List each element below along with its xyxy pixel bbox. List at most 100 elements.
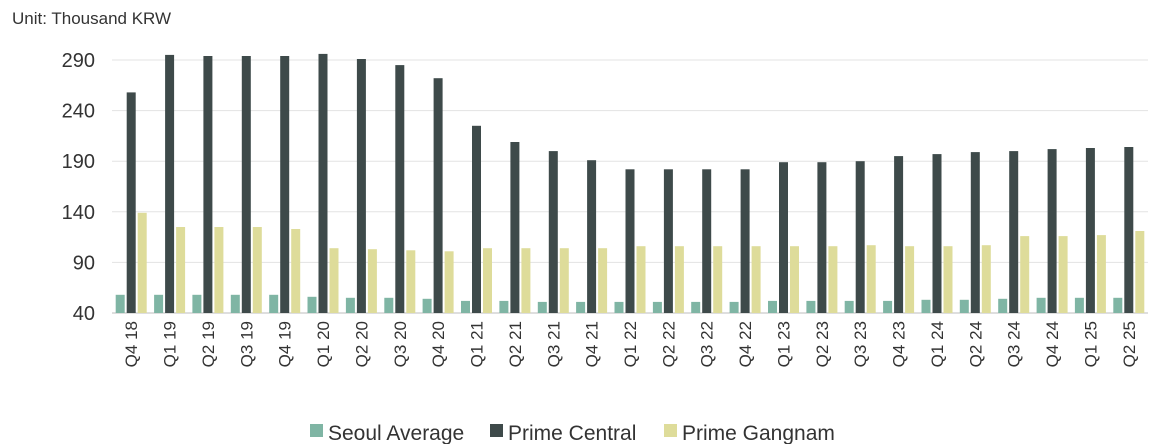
bar-prime-gangnam (444, 251, 454, 313)
bar-seoul-average (384, 297, 394, 313)
x-axis: Q4 18 Q1 19 Q2 19 Q3 19 Q4 19 Q1 20 Q2 20 Q3 20… (122, 321, 1139, 367)
bar-seoul-average (1113, 297, 1123, 313)
x-tick-label: Q3 19 (237, 321, 256, 367)
bar-prime-central (663, 169, 673, 313)
x-tick-label: Q1 21 (468, 321, 487, 367)
bar-prime-central (740, 169, 750, 313)
x-tick-label: Q4 24 (1043, 321, 1062, 367)
bar-prime-central (280, 56, 290, 313)
bar-seoul-average (959, 299, 969, 313)
y-tick-label: 240 (62, 101, 95, 123)
bar-seoul-average (269, 294, 279, 313)
bar-prime-gangnam (559, 248, 569, 313)
bar-prime-central (817, 162, 827, 313)
x-tick-label: Q4 20 (429, 321, 448, 367)
bar-seoul-average (921, 299, 931, 313)
bar-prime-central (625, 169, 635, 313)
x-tick-label: Q4 19 (276, 321, 295, 367)
bar-prime-gangnam (598, 248, 608, 313)
x-tick-label: Q1 19 (161, 321, 180, 367)
bar-prime-gangnam (981, 245, 991, 313)
bar-seoul-average (499, 300, 509, 313)
bar-prime-central (1009, 151, 1019, 313)
bar-prime-central (587, 160, 597, 313)
x-tick-label: Q4 23 (890, 321, 909, 367)
y-tick-label: 290 (62, 50, 95, 72)
bar-seoul-average (998, 298, 1008, 313)
bar-prime-gangnam (483, 248, 492, 313)
x-tick-label: Q2 22 (659, 321, 678, 367)
bar-prime-gangnam (828, 246, 838, 313)
x-tick-label: Q2 25 (1120, 321, 1139, 367)
bar-prime-gangnam (214, 227, 224, 313)
bar-seoul-average (883, 300, 893, 313)
y-tick-label: 190 (62, 151, 95, 173)
bar-seoul-average (768, 300, 777, 313)
bar-prime-gangnam (636, 246, 646, 313)
x-tick-label: Q3 20 (391, 321, 410, 367)
bar-prime-central (126, 92, 136, 314)
bar-prime-gangnam (137, 212, 147, 313)
bar-prime-central (510, 142, 520, 313)
bar-prime-gangnam (1058, 236, 1068, 313)
bar-prime-central (1047, 149, 1057, 313)
y-tick-label: 140 (62, 202, 95, 224)
bar-seoul-average (422, 298, 432, 313)
unit-label: Unit: Thousand KRW (12, 9, 171, 28)
bar-prime-gangnam (943, 246, 953, 313)
bar-prime-gangnam (329, 248, 339, 313)
bar-seoul-average (844, 300, 854, 313)
bar-prime-central (894, 156, 904, 313)
legend-label: Prime Gangnam (682, 422, 835, 444)
bar-seoul-average (537, 301, 547, 313)
bar-seoul-average (345, 297, 355, 313)
bar-prime-central (779, 162, 788, 313)
bar-seoul-average (115, 294, 125, 313)
x-tick-label: Q1 22 (621, 321, 640, 367)
bar-prime-central (970, 152, 980, 313)
bars (115, 53, 1145, 314)
x-tick-label: Q3 21 (544, 321, 563, 367)
bar-prime-central (318, 53, 328, 314)
x-tick-label: Q1 24 (928, 321, 947, 367)
x-tick-label: Q2 19 (199, 321, 218, 367)
bar-prime-central (395, 65, 405, 313)
legend-label: Prime Central (508, 422, 636, 444)
y-tick-label: 40 (73, 303, 95, 325)
bar-seoul-average (1074, 297, 1084, 313)
bar-prime-gangnam (291, 229, 301, 313)
bar-seoul-average (461, 300, 470, 313)
bar-prime-gangnam (176, 227, 186, 313)
legend: Seoul Average Prime Central Prime Gangnam (310, 422, 835, 444)
bar-prime-gangnam (751, 246, 761, 313)
legend-swatch (490, 424, 503, 437)
x-tick-label: Q4 21 (583, 321, 602, 367)
bar-prime-central (702, 169, 712, 313)
bar-prime-gangnam (674, 246, 684, 313)
bar-prime-central (165, 54, 175, 314)
bar-prime-central (932, 154, 942, 313)
x-tick-label: Q1 20 (314, 321, 333, 367)
bar-prime-central (203, 56, 213, 313)
bar-prime-gangnam (713, 246, 723, 313)
x-tick-label: Q3 24 (1005, 321, 1024, 367)
bar-prime-gangnam (406, 250, 416, 313)
legend-swatch (310, 424, 323, 437)
bar-seoul-average (806, 300, 816, 313)
bar-seoul-average (192, 294, 202, 313)
bar-prime-gangnam (1020, 236, 1030, 313)
bar-seoul-average (576, 301, 586, 313)
legend-label: Seoul Average (328, 422, 464, 444)
x-tick-label: Q1 25 (1081, 321, 1100, 367)
x-tick-label: Q2 23 (813, 321, 832, 367)
bar-seoul-average (691, 301, 701, 313)
x-tick-label: Q4 22 (736, 321, 755, 367)
bar-prime-central (855, 161, 865, 313)
bar-prime-central (356, 59, 366, 313)
x-tick-label: Q2 20 (352, 321, 371, 367)
bar-prime-central (241, 56, 251, 313)
x-tick-label: Q1 23 (775, 321, 794, 367)
bar-seoul-average (307, 296, 317, 313)
bar-seoul-average (614, 301, 624, 313)
